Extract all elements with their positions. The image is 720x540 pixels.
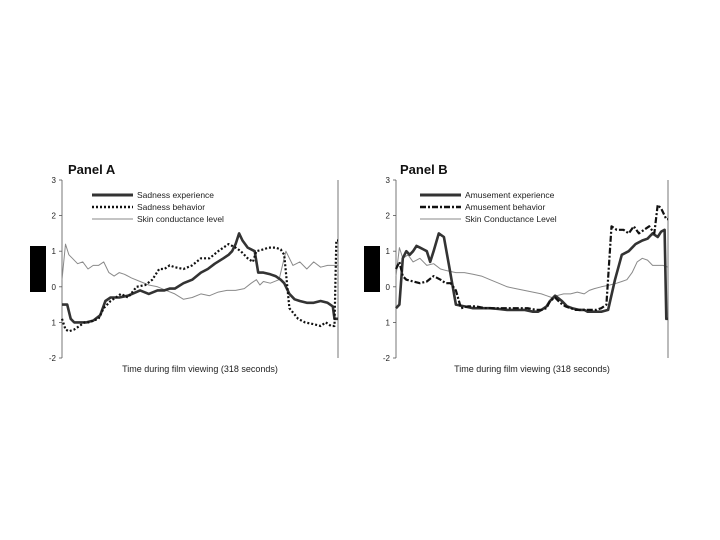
panel-a-ytick-label-3: 0 [52, 283, 57, 292]
panel-a-ytick-label-0: 3 [52, 176, 57, 185]
panel-b-legend: Amusement experience Amusement behavior … [420, 190, 557, 224]
panel-a-ytick-label-5: -2 [49, 354, 57, 363]
legend-label-amusement-behavior: Amusement behavior [465, 202, 545, 212]
legend-label-amusement-experience: Amusement experience [465, 190, 555, 200]
panel-b-series-amusement-experience [395, 228, 668, 321]
legend-label-skin-conductance: Skin conductance level [137, 214, 224, 224]
panel-b-black-marker [364, 246, 380, 292]
panel-a-x-axis-label: Time during film viewing (318 seconds) [122, 364, 278, 374]
panel-a-ytick-label-1: 2 [52, 212, 57, 221]
legend-label-skin-conductance-b: Skin Conductance Level [465, 214, 557, 224]
panel-b-chart: Panel B 3 2 1 0 1 -2 Amusement experience Amu… [364, 162, 669, 374]
panel-a-black-marker [30, 246, 46, 292]
panel-b-series-amusement-behavior [395, 203, 668, 311]
legend-label-sadness-experience: Sadness experience [137, 190, 214, 200]
panel-a-ytick-label-4: 1 [52, 318, 57, 327]
panel-b-ytick-label-4: 1 [386, 318, 391, 327]
panel-a-series-sadness-experience [62, 232, 338, 324]
panel-a-legend: Sadness experience Sadness behavior Skin… [92, 190, 224, 224]
panel-b-ytick-label-3: 0 [386, 283, 391, 292]
panel-b-x-axis-label: Time during film viewing (318 seconds) [454, 364, 610, 374]
panel-b-ytick-label-1: 2 [386, 212, 391, 221]
panel-a-chart: Panel A 3 2 1 0 1 -2 Sadness experience Sadne… [30, 162, 339, 374]
panel-a-series-sadness-behavior [60, 239, 338, 333]
panel-b-ytick-label-5: -2 [383, 354, 391, 363]
panel-a-ytick-label-2: 1 [52, 247, 57, 256]
legend-label-sadness-behavior: Sadness behavior [137, 202, 205, 212]
panel-b-series-skin-conductance-level [395, 247, 669, 298]
panel-b-title: Panel B [400, 162, 448, 177]
panel-b-ytick-label-0: 3 [386, 176, 391, 185]
panel-a-series-skin-conductance-level [61, 243, 338, 300]
panel-b-ytick-label-2: 1 [386, 247, 391, 256]
panel-a-title: Panel A [68, 162, 116, 177]
